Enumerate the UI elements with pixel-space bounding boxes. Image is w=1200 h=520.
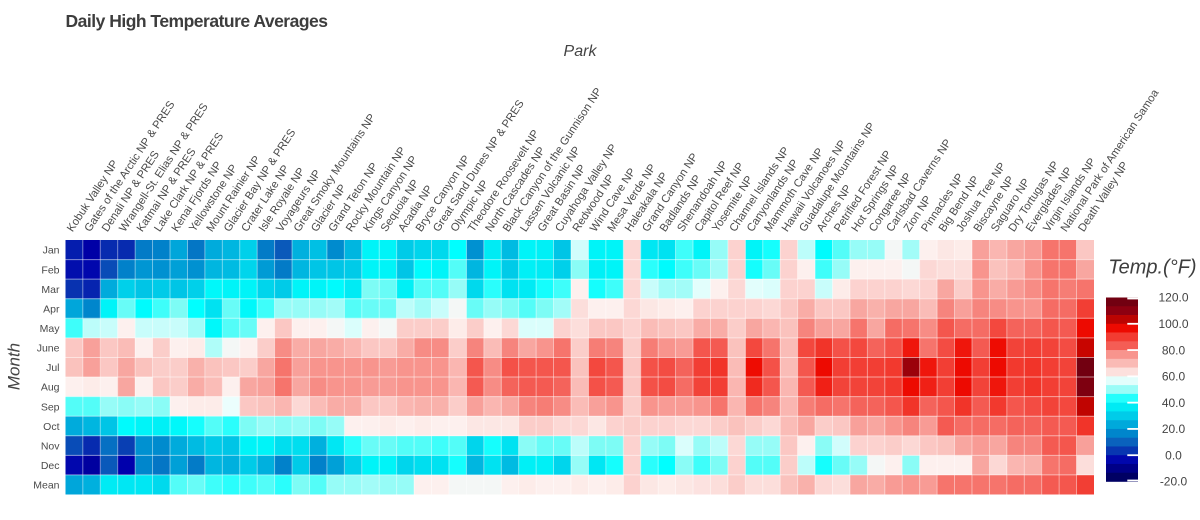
- svg-text:Mean: Mean: [33, 480, 59, 492]
- svg-text:Mar: Mar: [41, 284, 60, 296]
- svg-text:June: June: [37, 343, 60, 355]
- svg-text:120.0: 120.0: [1158, 291, 1188, 305]
- svg-text:Daily High Temperature Average: Daily High Temperature Averages: [66, 11, 329, 31]
- svg-text:Oct: Oct: [43, 421, 59, 433]
- svg-text:80.0: 80.0: [1162, 343, 1186, 357]
- svg-text:Nov: Nov: [41, 441, 60, 453]
- svg-text:Jan: Jan: [43, 245, 60, 257]
- svg-text:-20.0: -20.0: [1160, 475, 1188, 489]
- svg-text:Apr: Apr: [43, 303, 60, 315]
- svg-text:Jul: Jul: [46, 362, 59, 374]
- svg-text:0.0: 0.0: [1165, 448, 1182, 462]
- svg-text:Feb: Feb: [41, 264, 59, 276]
- svg-text:100.0: 100.0: [1158, 317, 1188, 331]
- svg-text:20.0: 20.0: [1162, 422, 1186, 436]
- svg-text:Park: Park: [564, 43, 598, 60]
- svg-text:Sep: Sep: [41, 401, 60, 413]
- svg-text:May: May: [40, 323, 61, 335]
- svg-text:Dec: Dec: [41, 460, 60, 472]
- svg-text:Temp.(°F): Temp.(°F): [1108, 256, 1196, 278]
- svg-text:Month: Month: [5, 343, 24, 390]
- svg-text:Aug: Aug: [41, 382, 60, 394]
- svg-text:60.0: 60.0: [1162, 370, 1186, 384]
- svg-text:40.0: 40.0: [1162, 396, 1186, 410]
